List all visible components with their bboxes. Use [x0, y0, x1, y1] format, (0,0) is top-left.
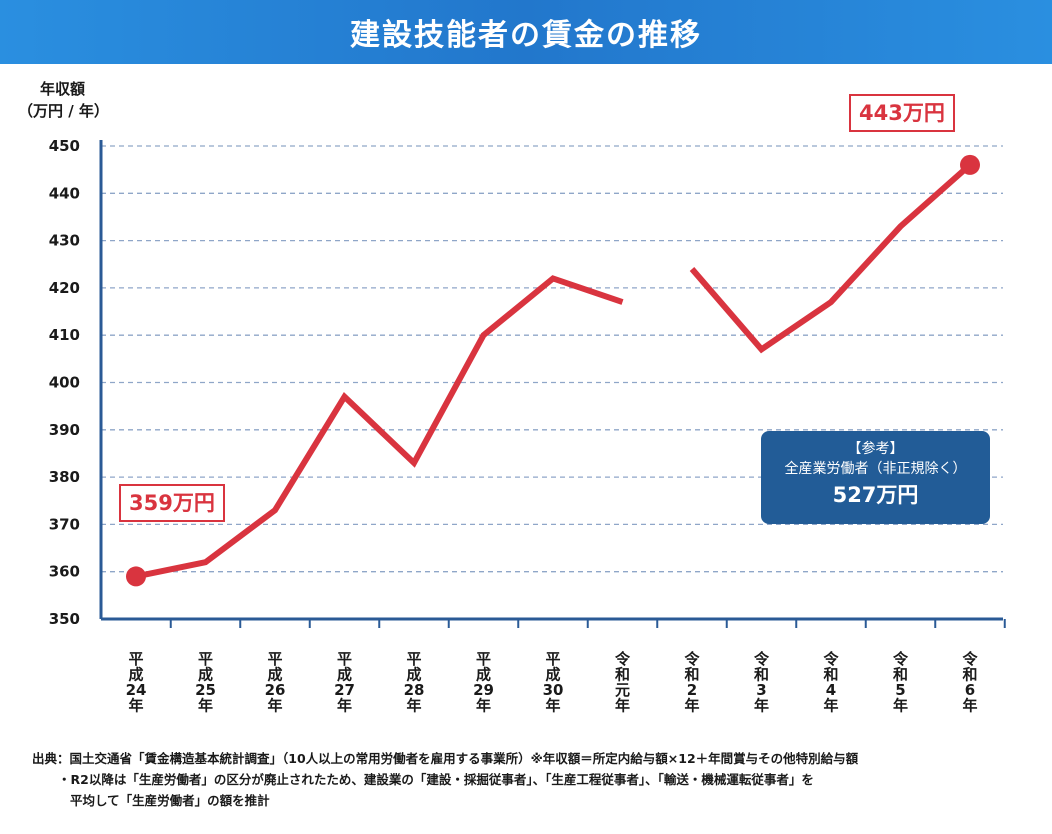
y-tick-label: 440 — [49, 184, 80, 202]
footnote-line3: 平均して「生産労働者」の額を推計 — [70, 793, 270, 808]
x-tick-label: 平成 28 年 — [404, 650, 425, 715]
y-tick-label: 400 — [49, 374, 80, 392]
reference-box: 【参考】 全産業労働者（非正規除く） 527万円 — [761, 431, 990, 524]
reference-value: 527万円 — [832, 483, 919, 507]
end-point-marker — [960, 154, 980, 175]
source-footnote: 出典：国土交通省「賃金構造基本統計調査」（10人以上の常用労働者を雇用する事業所… — [32, 748, 1042, 811]
x-tick-label: 平成 30 年 — [543, 650, 564, 715]
series-line-1 — [135, 275, 624, 580]
title-banner: 建設技能者の賃金の推移 — [0, 0, 1052, 64]
y-tick-label: 380 — [49, 468, 80, 486]
y-tick-label: 360 — [49, 563, 80, 581]
y-axis-title-line1: 年収額 — [40, 80, 86, 98]
y-tick-label: 390 — [49, 421, 80, 439]
y-axis-title: 年収額 （万円 / 年） — [18, 78, 128, 122]
x-tick-label: 令和元年 — [615, 650, 631, 715]
x-tick-label: 平成 24 年 — [126, 650, 147, 715]
line-chart: 350 360 370 380 390 400 410 420 430 440 450 平成 24 年 平成… — [49, 137, 1006, 715]
x-tick-label: 令和 4 年 — [823, 650, 839, 715]
x-tick-label: 平成 27 年 — [334, 650, 355, 715]
reference-label: 全産業労働者（非正規除く） — [784, 461, 967, 477]
y-axis-title-line2: （万円 / 年） — [18, 102, 109, 120]
chart-title: 建設技能者の賃金の推移 — [350, 18, 702, 53]
x-tick-label: 令和 5 年 — [893, 650, 909, 715]
y-tick-label: 370 — [49, 515, 80, 533]
x-tick-label: 令和 6 年 — [962, 650, 978, 715]
footnote-line2: ・R2以降は「生産労働者」の区分が廃止されたため、建設業の「建設・採掘従事者」、… — [58, 772, 814, 787]
y-tick-label: 410 — [49, 326, 80, 344]
y-tick-label: 420 — [49, 279, 80, 297]
y-tick-label: 450 — [49, 137, 80, 155]
start-value-callout: 359万円 — [119, 484, 225, 522]
y-tick-label: 350 — [49, 610, 80, 628]
y-tick-label: 430 — [49, 232, 80, 250]
x-tick-label: 平成 25 年 — [195, 650, 216, 715]
x-tick-label: 令和 2 年 — [684, 650, 700, 715]
footnote-line1: 出典：国土交通省「賃金構造基本統計調査」（10人以上の常用労働者を雇用する事業所… — [32, 751, 859, 766]
x-tick-label: 令和 3 年 — [754, 650, 770, 715]
reference-heading: 【参考】 — [847, 441, 904, 457]
x-tick-label: 平成 29 年 — [473, 650, 494, 715]
start-point-marker — [126, 566, 146, 587]
series-line-2 — [689, 162, 972, 354]
end-value-callout: 443万円 — [849, 94, 955, 132]
x-tick-label: 平成 26 年 — [265, 650, 286, 715]
